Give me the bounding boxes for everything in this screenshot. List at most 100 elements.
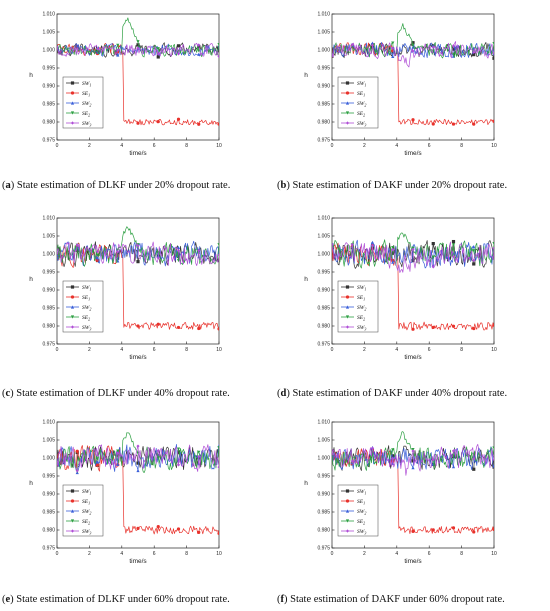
legend: SW1 SE1 SW2 SE2 SW3: [62, 280, 104, 333]
point-sw3: [451, 255, 456, 259]
y-tick-label: 1.010: [42, 216, 55, 222]
point-se2: [176, 447, 181, 451]
point-se2: [391, 245, 395, 250]
point-sw3: [370, 446, 375, 450]
legend-entry-sw3: SW3: [357, 529, 366, 536]
y-tick-label: 0.975: [42, 546, 55, 552]
legend-box: [62, 484, 104, 537]
point-sw2: [116, 462, 120, 466]
y-tick-label: 1.005: [317, 30, 330, 36]
point-se2: [391, 448, 395, 452]
legend-swatch-marker: [70, 111, 75, 115]
point-se1: [472, 530, 476, 534]
y-tick-label: 0.975: [42, 342, 55, 348]
y-tick-label: 1.000: [317, 456, 330, 462]
point-se1: [451, 526, 456, 530]
point-se1: [95, 463, 100, 467]
point-se2: [156, 47, 160, 51]
series-group: [57, 432, 219, 535]
legend-entry-sw2: SW2: [82, 305, 91, 312]
x-tick-label: 6: [153, 551, 156, 557]
legend-swatch-marker: [345, 529, 350, 533]
y-tick-label: 1.005: [42, 234, 55, 240]
legend-entry-se1: SE1: [357, 91, 365, 98]
y-tick-label: 1.000: [42, 456, 55, 462]
legend-entry-sw1: SW1: [82, 489, 91, 496]
caption-d: (d) State estimation of DAKF under 40% d…: [277, 388, 508, 399]
point-sw1: [391, 251, 395, 255]
x-tick-label: 2: [363, 143, 366, 149]
x-tick-label: 0: [56, 347, 59, 353]
point-sw3: [156, 52, 160, 56]
point-se2: [136, 40, 140, 44]
point-sw2: [57, 252, 59, 257]
x-axis-label: time/s: [404, 150, 422, 157]
legend-box: [337, 484, 379, 537]
y-axis-label: h: [29, 72, 33, 79]
point-sw1: [451, 47, 456, 51]
x-tick-label: 10: [216, 347, 222, 353]
legend-swatch-marker: [345, 499, 350, 503]
point-sw3: [57, 251, 59, 255]
y-tick-label: 0.985: [42, 102, 55, 108]
legend-swatch-marker: [70, 315, 75, 319]
point-se2: [391, 41, 395, 45]
legend-entry-sw1: SW1: [82, 81, 91, 88]
point-se1: [492, 119, 494, 123]
x-axis-label: time/s: [404, 354, 422, 361]
y-tick-label: 0.985: [317, 306, 330, 312]
legend-swatch-marker: [345, 285, 350, 289]
point-se1: [217, 531, 219, 535]
y-tick-label: 0.985: [317, 510, 330, 516]
point-sw3: [75, 243, 79, 247]
point-se1: [411, 327, 415, 331]
point-sw1: [197, 45, 201, 49]
caption-e: (e) State estimation of DLKF under 60% d…: [2, 594, 230, 605]
point-sw3: [95, 47, 100, 51]
point-se2: [116, 449, 120, 453]
legend: SW1 SE1 SW2 SE2 SW3: [62, 484, 104, 537]
caption-c: (c) State estimation of DLKF under 40% d…: [2, 388, 230, 399]
point-sw3: [431, 265, 435, 269]
point-sw3: [75, 47, 79, 51]
legend: SW1 SE1 SW2 SE2 SW3: [62, 76, 104, 129]
legend-entry-se1: SE1: [82, 499, 90, 506]
point-se1: [156, 120, 160, 124]
legend-swatch-marker: [70, 489, 75, 493]
legend-swatch-marker: [70, 519, 75, 523]
legend-entry-se2: SE2: [357, 519, 365, 526]
point-sw2: [492, 464, 494, 468]
legend-swatch-marker: [345, 509, 350, 513]
point-se2: [136, 451, 140, 455]
x-tick-label: 10: [216, 551, 222, 557]
y-tick-label: 0.985: [42, 510, 55, 516]
y-tick-label: 0.975: [42, 138, 55, 144]
series-group: [57, 17, 219, 126]
y-tick-label: 1.005: [317, 234, 330, 240]
point-se2: [156, 456, 160, 460]
point-sw1: [472, 467, 476, 471]
legend-entry-se1: SE1: [82, 295, 90, 302]
point-se2: [217, 42, 219, 47]
legend-box: [337, 76, 379, 129]
point-sw3: [197, 455, 201, 459]
x-tick-label: 10: [216, 143, 222, 149]
legend-swatch-marker: [70, 305, 75, 309]
point-sw1: [176, 44, 181, 48]
point-se2: [95, 457, 100, 461]
point-sw3: [472, 50, 476, 54]
point-sw3: [176, 249, 181, 253]
x-tick-label: 6: [153, 143, 156, 149]
legend-entry-sw1: SW1: [357, 489, 366, 496]
y-tick-label: 0.975: [317, 342, 330, 348]
legend-box: [62, 280, 104, 333]
caption-b: (b) State estimation of DAKF under 20% d…: [277, 180, 508, 191]
point-se1: [176, 527, 181, 531]
point-se1: [176, 325, 181, 330]
point-se1: [136, 526, 140, 530]
point-sw1: [472, 262, 476, 266]
point-se1: [217, 327, 219, 331]
point-sw3: [156, 448, 160, 453]
point-sw3: [350, 459, 354, 463]
x-axis-label: time/s: [129, 558, 147, 565]
